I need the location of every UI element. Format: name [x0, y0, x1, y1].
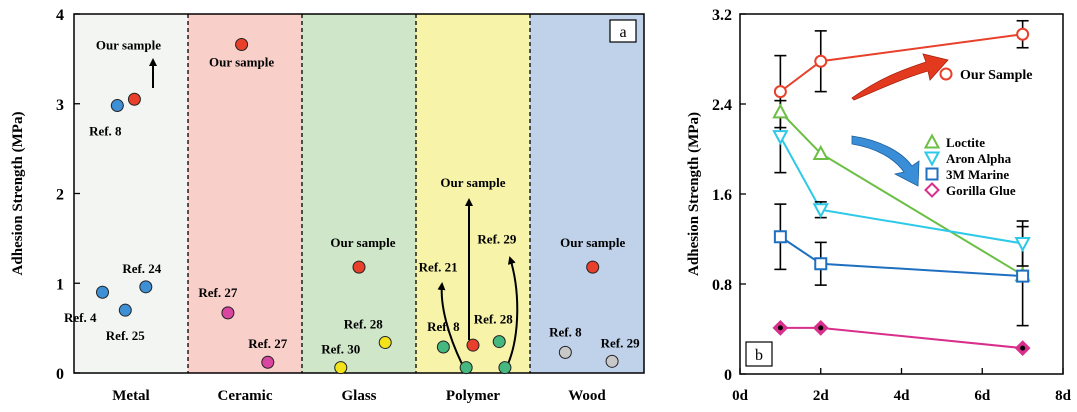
data-point: [110, 99, 124, 113]
point-label: Ref. 8: [427, 319, 460, 334]
data-point: [96, 285, 109, 299]
point-label: Ref. 29: [477, 232, 516, 247]
point-label: Ref. 29: [601, 335, 640, 350]
data-point: [139, 280, 153, 294]
point-label: Ref. 21: [419, 260, 458, 275]
marker-center: [818, 325, 824, 331]
point-label: Ref. 8: [89, 124, 122, 139]
data-marker: [812, 203, 829, 219]
point-label: Ref. 27: [248, 336, 287, 351]
data-marker: [773, 85, 787, 99]
annotation-arrow: [437, 282, 463, 365]
point-label: Ref. 8: [549, 324, 582, 339]
x-tick-label: Glass: [341, 388, 376, 404]
legend-label: Loctite: [946, 135, 985, 150]
data-marker: [772, 130, 789, 146]
data-point: [498, 361, 512, 375]
legend-label: Gorilla Glue: [946, 183, 1016, 198]
x-tick-label: 2d: [813, 388, 830, 404]
data-point: [352, 260, 366, 274]
data-point: [235, 38, 249, 52]
y-tick-label: 4: [56, 7, 64, 24]
chart-b: 0 0.8 1.6 2.4 3.2 0d 2d 4d 6d 8d Adhesion Strength…: [686, 7, 1072, 404]
y-tick-label: 1: [56, 276, 64, 293]
y-tick-label: 0: [724, 367, 732, 384]
point-label: Our sample: [440, 175, 505, 190]
x-tick-label: Polymer: [446, 388, 500, 404]
data-point: [221, 306, 235, 320]
trend-arrow-down-icon: [851, 135, 920, 187]
point-label: Our sample: [330, 235, 395, 250]
marker-center: [1020, 345, 1026, 351]
data-marker: [773, 230, 787, 244]
data-point: [466, 338, 480, 352]
point-label: Our sample: [209, 55, 274, 70]
legend-label: 3M Marine: [946, 167, 1009, 182]
point-label: Ref. 28: [474, 312, 513, 327]
point-label: Ref. 28: [344, 316, 383, 331]
y-tick-label: 2.4: [712, 97, 732, 114]
data-marker: [925, 167, 939, 181]
data-marker: [1016, 269, 1030, 283]
band-polymer: [416, 14, 530, 373]
band-ceramic: [188, 14, 302, 373]
panel-label-box: [609, 19, 637, 43]
data-point: [492, 335, 506, 349]
point-label: Ref. 25: [106, 328, 145, 343]
point-label: Ref. 4: [64, 310, 97, 325]
data-point: [459, 361, 473, 375]
data-point: [118, 303, 132, 317]
y-tick-label: 3: [56, 97, 64, 114]
y-axis-label: Adhesion Strength (MPa): [686, 112, 702, 276]
x-tick-label: Metal: [112, 388, 149, 404]
data-point: [558, 345, 572, 359]
x-tick-label: Ceramic: [218, 388, 273, 404]
x-tick-label: 4d: [894, 388, 911, 404]
legend-label: Our Sample: [960, 68, 1032, 83]
y-axis-label: Adhesion Strength (MPa): [10, 112, 26, 276]
panel-label-box: [745, 341, 773, 367]
y-tick-label: 1.6: [712, 187, 732, 204]
band-wood: [530, 14, 644, 373]
chart-a: Metal Ceramic Glass Polymer Wood 0 1 2 3 4 Adhesio…: [10, 7, 645, 404]
legend-label: Aron Alpha: [946, 151, 1012, 166]
trend-arrow-up-icon: [851, 53, 949, 101]
point-label: Our sample: [96, 37, 161, 52]
x-tick-label: Wood: [568, 388, 606, 404]
data-marker: [1016, 27, 1030, 41]
data-marker: [923, 133, 941, 149]
data-point: [334, 361, 348, 375]
y-tick-label: 3.2: [712, 7, 732, 24]
panel-label: b: [755, 347, 763, 364]
data-point: [261, 355, 275, 369]
data-marker: [923, 151, 941, 167]
data-point: [586, 260, 600, 274]
data-marker: [939, 67, 953, 81]
point-label: Ref. 27: [198, 285, 237, 300]
x-tick-label: 6d: [974, 388, 991, 404]
data-point: [127, 92, 141, 106]
marker-center: [777, 325, 783, 331]
data-point: [605, 354, 619, 368]
point-label: Ref. 24: [122, 261, 161, 276]
data-marker: [1014, 237, 1031, 253]
x-tick-label: 8d: [1055, 388, 1072, 404]
data-marker: [814, 54, 828, 68]
point-label: Our sample: [560, 235, 625, 250]
y-tick-label: 0: [56, 366, 64, 383]
panel-label: a: [619, 24, 626, 41]
data-marker: [924, 182, 940, 198]
y-tick-label: 0.8: [712, 277, 732, 294]
y-tick-label: 2: [56, 187, 64, 204]
point-label: Ref. 30: [321, 342, 360, 357]
data-marker: [772, 103, 789, 119]
x-tick-label: 0d: [732, 388, 749, 404]
band-glass: [302, 14, 416, 373]
data-marker: [812, 144, 829, 160]
annotation-arrow: [507, 256, 519, 365]
data-point: [378, 335, 392, 349]
data-point: [436, 340, 450, 354]
data-marker: [814, 257, 828, 271]
